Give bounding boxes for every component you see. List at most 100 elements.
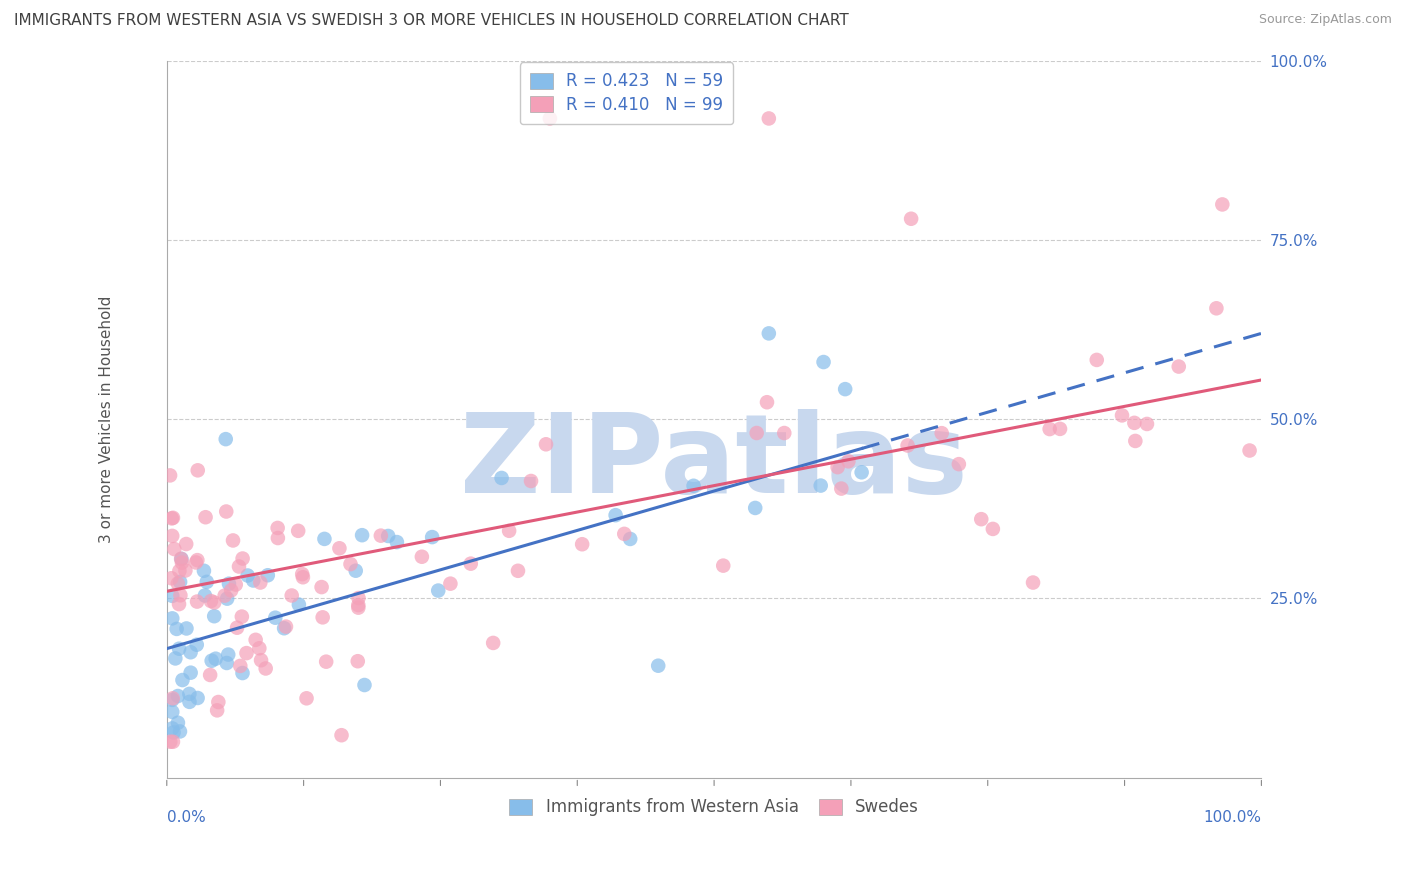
Point [851, 465, 873, 479]
Legend: Immigrants from Western Asia, Swedes: Immigrants from Western Asia, Swedes [502, 791, 927, 823]
Point [167, 597, 190, 611]
Point [834, 382, 856, 396]
Point [1239, 443, 1261, 458]
Point [1211, 197, 1233, 211]
Point [159, 468, 181, 483]
Point [613, 527, 636, 541]
Point [1085, 352, 1108, 367]
Point [328, 541, 350, 556]
Point [647, 658, 669, 673]
Point [287, 524, 309, 538]
Text: 100.0%: 100.0% [1204, 810, 1261, 825]
Point [236, 568, 259, 582]
Point [266, 521, 288, 535]
Point [291, 567, 314, 582]
Point [744, 500, 766, 515]
Point [758, 112, 780, 126]
Point [198, 668, 221, 682]
Point [242, 574, 264, 588]
Point [619, 532, 641, 546]
Point [339, 557, 361, 571]
Point [176, 622, 198, 636]
Point [162, 611, 184, 625]
Point [180, 645, 202, 659]
Point [167, 689, 190, 703]
Text: IMMIGRANTS FROM WESTERN ASIA VS SWEDISH 3 OR MORE VEHICLES IN HOUSEHOLD CORRELAT: IMMIGRANTS FROM WESTERN ASIA VS SWEDISH … [14, 13, 849, 29]
Point [231, 609, 253, 624]
Point [202, 609, 225, 624]
Point [1167, 359, 1189, 374]
Point [482, 636, 505, 650]
Point [250, 653, 273, 667]
Point [377, 529, 399, 543]
Point [291, 570, 314, 584]
Point [169, 588, 191, 602]
Point [187, 690, 209, 705]
Point [314, 532, 336, 546]
Point [186, 638, 208, 652]
Point [170, 556, 193, 570]
Point [186, 594, 208, 608]
Point [813, 355, 835, 369]
Point [169, 574, 191, 589]
Point [179, 695, 201, 709]
Point [605, 508, 627, 523]
Point [810, 478, 832, 492]
Point [711, 558, 734, 573]
Point [170, 551, 193, 566]
Point [217, 591, 239, 606]
Point [202, 595, 225, 609]
Point [201, 654, 224, 668]
Point [311, 610, 333, 624]
Point [232, 551, 254, 566]
Point [1123, 434, 1146, 448]
Point [1111, 409, 1133, 423]
Point [538, 112, 561, 126]
Point [756, 395, 779, 409]
Point [215, 432, 238, 446]
Point [420, 530, 443, 544]
Point [174, 537, 197, 551]
Point [837, 454, 859, 468]
Point [165, 651, 187, 665]
Point [162, 691, 184, 706]
Point [344, 564, 367, 578]
Point [256, 568, 278, 582]
Point [254, 661, 277, 675]
Point [193, 564, 215, 578]
Point [682, 479, 704, 493]
Point [217, 648, 239, 662]
Point [186, 553, 208, 567]
Point [160, 529, 183, 543]
Point [180, 665, 202, 680]
Point [571, 537, 593, 551]
Point [520, 474, 543, 488]
Point [1049, 422, 1071, 436]
Point [315, 655, 337, 669]
Point [172, 673, 194, 687]
Point [745, 425, 768, 440]
Point [280, 589, 302, 603]
Point [200, 594, 222, 608]
Point [170, 552, 193, 566]
Point [195, 574, 218, 589]
Point [179, 687, 201, 701]
Point [411, 549, 433, 564]
Point [235, 646, 257, 660]
Point [353, 678, 375, 692]
Point [167, 715, 190, 730]
Point [385, 535, 408, 549]
Point [162, 722, 184, 736]
Point [352, 528, 374, 542]
Text: 3 or more Vehicles in Household: 3 or more Vehicles in Household [98, 295, 114, 543]
Point [439, 576, 461, 591]
Point [295, 691, 318, 706]
Point [1123, 416, 1146, 430]
Point [226, 621, 249, 635]
Text: ZIPatlas: ZIPatlas [460, 409, 967, 516]
Point [215, 504, 238, 518]
Point [948, 457, 970, 471]
Point [222, 533, 245, 548]
Point [773, 425, 796, 440]
Point [1039, 422, 1062, 436]
